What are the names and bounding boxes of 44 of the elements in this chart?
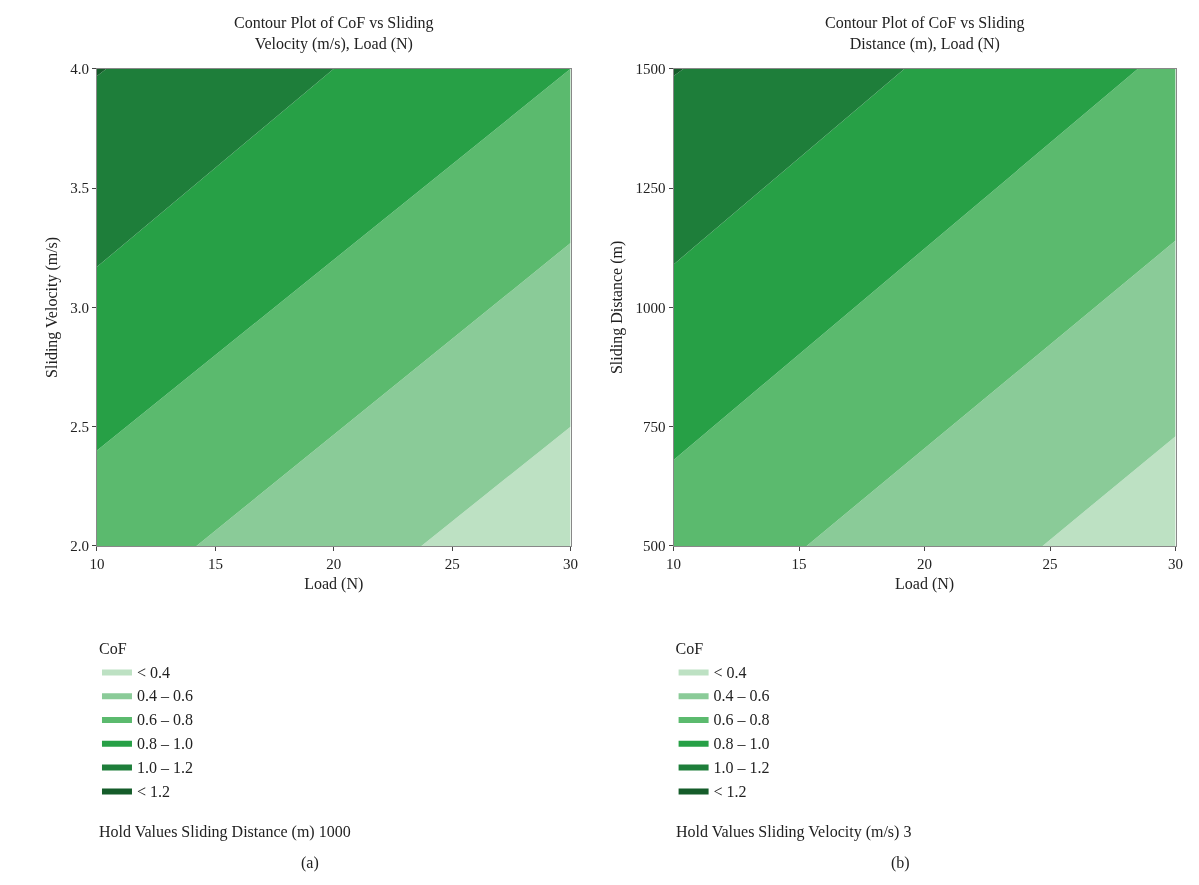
- legend-label: < 0.4: [713, 663, 747, 681]
- x-axis-title: Load (N): [895, 574, 955, 593]
- y-tick-label: 1250: [635, 180, 666, 197]
- x-tick-label: 25: [444, 555, 460, 572]
- chart-title: Contour Plot of CoF vs Sliding Distance (m), Load (N): [825, 14, 1025, 53]
- text: Hold Values Sliding Distance (m) 1000: [99, 823, 351, 841]
- y-tick-label: 750: [643, 418, 666, 435]
- x-tick-label: 15: [791, 555, 807, 572]
- y-tick-label: 1500: [635, 61, 666, 78]
- x-tick-label: 30: [563, 555, 579, 572]
- legend-title: CoF: [675, 640, 704, 658]
- legend-label: 0.8 – 1.0: [713, 735, 770, 753]
- legend-label: < 1.2: [713, 782, 747, 800]
- legend-label: < 0.4: [136, 663, 171, 681]
- chart-title: Contour Plot of CoF vs Sliding Velocity (m/s), Load (N): [234, 14, 434, 53]
- y-tick-label: 3.5: [70, 180, 89, 197]
- x-axis-title: Load (N): [304, 574, 364, 593]
- legend-label: 1.0 – 1.2: [713, 758, 770, 776]
- text: Hold Values Sliding Velocity (m/s) 3: [676, 823, 912, 841]
- y-axis-title: Sliding Distance (m): [608, 240, 627, 375]
- y-tick-label: 500: [643, 538, 666, 555]
- legend-label: < 1.2: [136, 782, 171, 800]
- y-tick-label: 4.0: [70, 61, 89, 78]
- y-tick-label: 2.0: [70, 538, 89, 555]
- legend-title: CoF: [98, 640, 127, 658]
- legend-label: 0.6 – 0.8: [136, 711, 193, 729]
- x-tick-label: 20: [917, 555, 933, 572]
- legend-label: 0.6 – 0.8: [713, 711, 770, 729]
- text: (a): [301, 854, 319, 872]
- y-tick-label: 1000: [635, 299, 666, 316]
- legend-label: 0.8 – 1.0: [136, 735, 193, 753]
- x-tick-label: 30: [1168, 555, 1184, 572]
- legend-label: 1.0 – 1.2: [136, 758, 193, 776]
- x-tick-label: 15: [207, 555, 223, 572]
- y-tick-label: 3.0: [70, 299, 89, 316]
- x-tick-label: 10: [89, 555, 105, 572]
- legend-label: 0.4 – 0.6: [136, 687, 193, 705]
- legend-label: 0.4 – 0.6: [713, 687, 770, 705]
- x-tick-label: 25: [1042, 555, 1058, 572]
- y-axis-title: Sliding Velocity (m/s): [43, 236, 62, 378]
- x-tick-label: 10: [666, 555, 682, 572]
- x-tick-label: 20: [326, 555, 342, 572]
- text: (b): [891, 854, 910, 872]
- y-tick-label: 2.5: [70, 418, 89, 435]
